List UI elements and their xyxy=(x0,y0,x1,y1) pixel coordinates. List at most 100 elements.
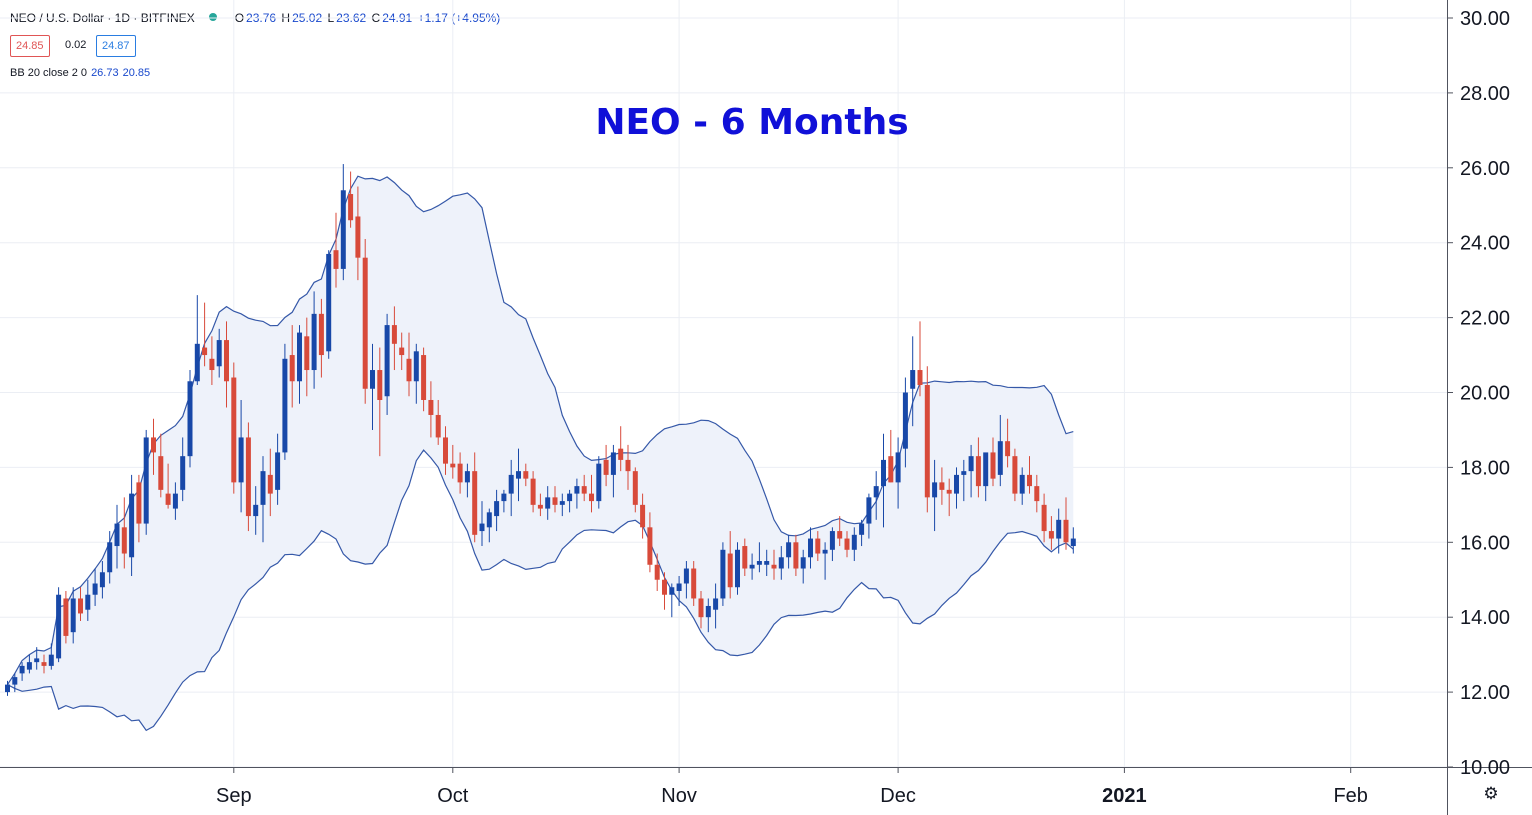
candle xyxy=(917,321,923,397)
candle-body xyxy=(990,452,996,479)
candle-body xyxy=(413,351,419,382)
candle xyxy=(647,512,653,573)
candle xyxy=(851,527,857,562)
sell-price-button[interactable]: 24.85 xyxy=(10,35,50,57)
candle-body xyxy=(932,482,938,498)
candle-body xyxy=(983,452,989,487)
candle xyxy=(1048,516,1054,550)
bb-upper-value: 26.73 xyxy=(91,67,119,79)
candle xyxy=(1012,448,1018,502)
candle-body xyxy=(910,370,916,389)
candle-body xyxy=(778,557,784,569)
candle xyxy=(63,590,69,644)
candle xyxy=(340,164,346,281)
candle-body xyxy=(625,459,631,472)
candle-body xyxy=(1027,474,1032,487)
candle-body xyxy=(282,358,288,453)
candle-body xyxy=(501,493,507,502)
spread-value: 0.02 xyxy=(65,39,87,51)
candle xyxy=(151,418,156,475)
candle xyxy=(735,542,740,595)
candle-body xyxy=(457,463,463,483)
candle xyxy=(895,437,901,509)
candle-body xyxy=(545,497,551,509)
candle xyxy=(472,452,478,543)
candle xyxy=(209,336,215,386)
candle-body xyxy=(202,347,208,356)
candle-body xyxy=(348,194,354,221)
candle-body xyxy=(494,501,500,517)
candle-body xyxy=(48,654,54,666)
candle xyxy=(669,583,675,618)
candle-body xyxy=(158,456,164,490)
price-axis-label: 28.00 xyxy=(1460,83,1510,105)
candle-body xyxy=(340,190,346,269)
candle xyxy=(778,546,784,580)
candle-body xyxy=(5,684,10,693)
candle xyxy=(683,561,689,599)
candle-body xyxy=(800,557,806,569)
candle xyxy=(399,332,405,371)
candle xyxy=(866,493,872,539)
candle-body xyxy=(793,542,799,569)
candle xyxy=(450,444,456,479)
candle xyxy=(815,531,821,562)
candle xyxy=(829,527,835,562)
candle xyxy=(1027,456,1032,494)
candle-body xyxy=(129,493,135,558)
time-axis-label: Oct xyxy=(437,785,469,807)
candle xyxy=(56,587,62,663)
candle-body xyxy=(333,250,339,269)
candle-body xyxy=(304,336,310,371)
candle-body xyxy=(786,542,792,558)
candle xyxy=(640,493,646,539)
candle-body xyxy=(180,456,186,490)
bollinger-band-fill xyxy=(7,176,1074,731)
candle xyxy=(771,549,777,580)
candle xyxy=(275,433,281,505)
candle xyxy=(523,463,529,487)
candle-body xyxy=(997,441,1003,475)
price-axis-label: 18.00 xyxy=(1460,457,1510,479)
candle xyxy=(1056,508,1062,554)
candle-body xyxy=(888,456,894,483)
candle-body xyxy=(859,523,865,535)
candle xyxy=(443,426,448,475)
candle xyxy=(968,444,974,498)
candle xyxy=(413,343,419,404)
candle xyxy=(859,519,865,547)
candle xyxy=(793,534,799,577)
candle-body xyxy=(508,474,514,494)
candle xyxy=(581,474,587,502)
candle-body xyxy=(1005,441,1011,457)
candle-body xyxy=(581,486,587,494)
candle-body xyxy=(1063,519,1069,543)
candle xyxy=(165,463,171,509)
candle-body xyxy=(662,579,667,595)
candle-body xyxy=(486,512,492,528)
candle-body xyxy=(844,538,850,550)
price-axis-label: 12.00 xyxy=(1460,682,1510,704)
candle-body xyxy=(829,531,835,550)
market-status-dot xyxy=(208,13,217,21)
bollinger-legend[interactable]: BB 20 close 2 0 26.73 20.85 xyxy=(10,67,150,79)
price-axis-label: 26.00 xyxy=(1460,158,1510,180)
candle-body xyxy=(523,471,529,479)
candle xyxy=(172,482,178,520)
candle xyxy=(910,336,916,427)
candle-body xyxy=(567,493,573,502)
candle xyxy=(19,662,25,681)
price-axis-label: 14.00 xyxy=(1460,607,1510,629)
candle xyxy=(421,347,427,412)
buy-price-button[interactable]: 24.87 xyxy=(96,35,136,57)
candle-body xyxy=(720,549,726,599)
candle xyxy=(34,647,40,670)
candle xyxy=(786,534,792,569)
candle xyxy=(610,444,616,498)
settings-gear-icon[interactable]: ⚙ xyxy=(1483,784,1499,803)
candle-body xyxy=(1012,456,1018,494)
candle-body xyxy=(815,538,821,554)
candle xyxy=(618,426,624,472)
candle xyxy=(5,680,10,696)
